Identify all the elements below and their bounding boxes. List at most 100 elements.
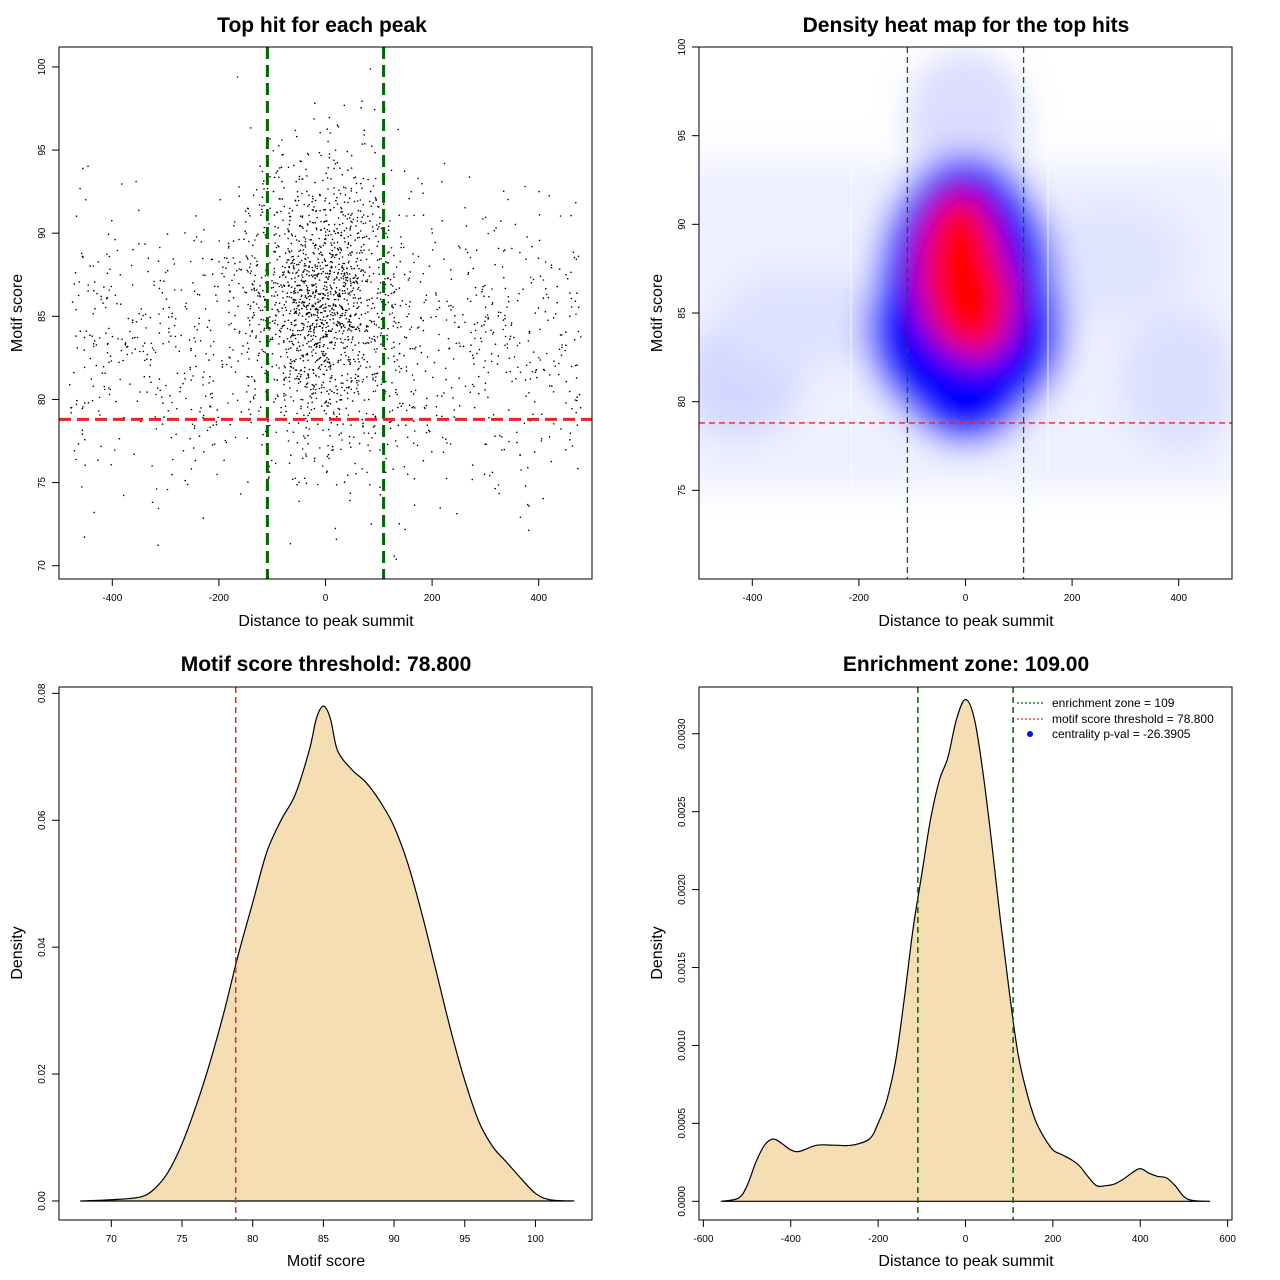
scatter-point [344, 309, 347, 312]
scatter-point [255, 335, 258, 337]
scatter-point [84, 402, 86, 404]
scatter-point [368, 249, 370, 251]
scatter-point [291, 334, 293, 337]
scatter-point [79, 330, 82, 333]
scatter-point [184, 377, 186, 380]
scatter-point [281, 286, 283, 288]
scatter-point [348, 197, 351, 200]
scatter-point [315, 289, 318, 291]
scatter-point [317, 292, 320, 295]
scatter-point [343, 285, 346, 288]
scatter-point [217, 416, 219, 419]
scatter-point [312, 369, 315, 371]
scatter-point [481, 288, 484, 291]
scatter-point [335, 323, 338, 326]
scatter-point [158, 313, 160, 315]
scatter-point [320, 391, 323, 394]
scatter-point [356, 220, 359, 222]
scatter-point [311, 393, 313, 395]
scatter-point [326, 272, 329, 275]
scatter-point [519, 251, 521, 254]
scatter-point [326, 356, 328, 359]
scatter-point [413, 420, 415, 423]
scatter-point [151, 465, 153, 467]
scatter-point [548, 195, 550, 197]
scatter-point [327, 444, 329, 447]
scatter-point [378, 258, 381, 261]
scatter-point [283, 379, 286, 381]
scatter-point [330, 256, 333, 259]
scatter-point [504, 324, 507, 327]
scatter-point [149, 316, 152, 319]
x-tick-label: 400 [530, 593, 547, 604]
scatter-point [297, 284, 300, 287]
scatter-point [170, 436, 172, 439]
scatter-point [348, 386, 350, 388]
scatter-point [290, 286, 293, 288]
scatter-point [312, 292, 314, 295]
scatter-point [324, 307, 326, 309]
legend-pval-swatch [1027, 731, 1033, 737]
scatter-point [250, 270, 253, 272]
scatter-point [329, 305, 331, 307]
scatter-point [358, 306, 360, 308]
scatter-point [324, 335, 327, 338]
scatter-point [369, 68, 372, 70]
scatter-point [338, 258, 341, 260]
scatter-point [203, 371, 205, 373]
scatter-point [85, 330, 88, 332]
scatter-point [290, 278, 293, 280]
scatter-point [319, 245, 321, 248]
scatter-point [257, 354, 260, 357]
scatter-point [307, 257, 309, 259]
scatter-point [310, 388, 312, 391]
scatter-point [190, 379, 192, 381]
scatter-point [261, 348, 263, 351]
scatter-point [422, 192, 424, 194]
scatter-point [274, 225, 276, 228]
scatter-point [193, 425, 196, 427]
scatter-point [333, 159, 335, 161]
scatter-point [554, 365, 556, 367]
scatter-point [347, 236, 350, 238]
scatter-point [306, 269, 308, 272]
scatter-point [342, 330, 345, 332]
scatter-point [122, 359, 124, 362]
scatter-point [524, 379, 527, 381]
scatter-point [190, 468, 193, 470]
scatter-point [313, 407, 316, 410]
scatter-point [211, 258, 213, 261]
scatter-point [324, 264, 327, 267]
scatter-point [362, 378, 365, 381]
scatter-point [387, 277, 390, 279]
scatter-point [390, 247, 393, 249]
scatter-point [351, 326, 354, 328]
scatter-point [291, 209, 294, 212]
scatter-point [275, 282, 277, 284]
scatter-point [286, 351, 288, 354]
scatter-point [248, 408, 250, 411]
scatter-point [254, 394, 256, 396]
scatter-point [303, 282, 305, 284]
scatter-point [469, 256, 472, 259]
scatter-point [266, 187, 269, 190]
scatter-point [357, 384, 359, 386]
scatter-point [322, 350, 325, 353]
scatter-point [497, 247, 500, 250]
scatter-point [528, 505, 530, 507]
scatter-point [215, 421, 218, 423]
scatter-point [253, 314, 255, 317]
scatter-point [289, 329, 292, 331]
scatter-point [332, 363, 335, 366]
scatter-point [293, 268, 295, 270]
scatter-point [283, 383, 285, 386]
scatter-point [108, 289, 110, 291]
scatter-point [298, 500, 300, 503]
distance-density-area [720, 698, 1211, 1202]
scatter-point [529, 276, 532, 279]
scatter-point [322, 297, 325, 299]
scatter-point [315, 325, 318, 328]
scatter-point [75, 403, 78, 406]
scatter-point [328, 329, 330, 332]
scatter-point [242, 287, 244, 289]
